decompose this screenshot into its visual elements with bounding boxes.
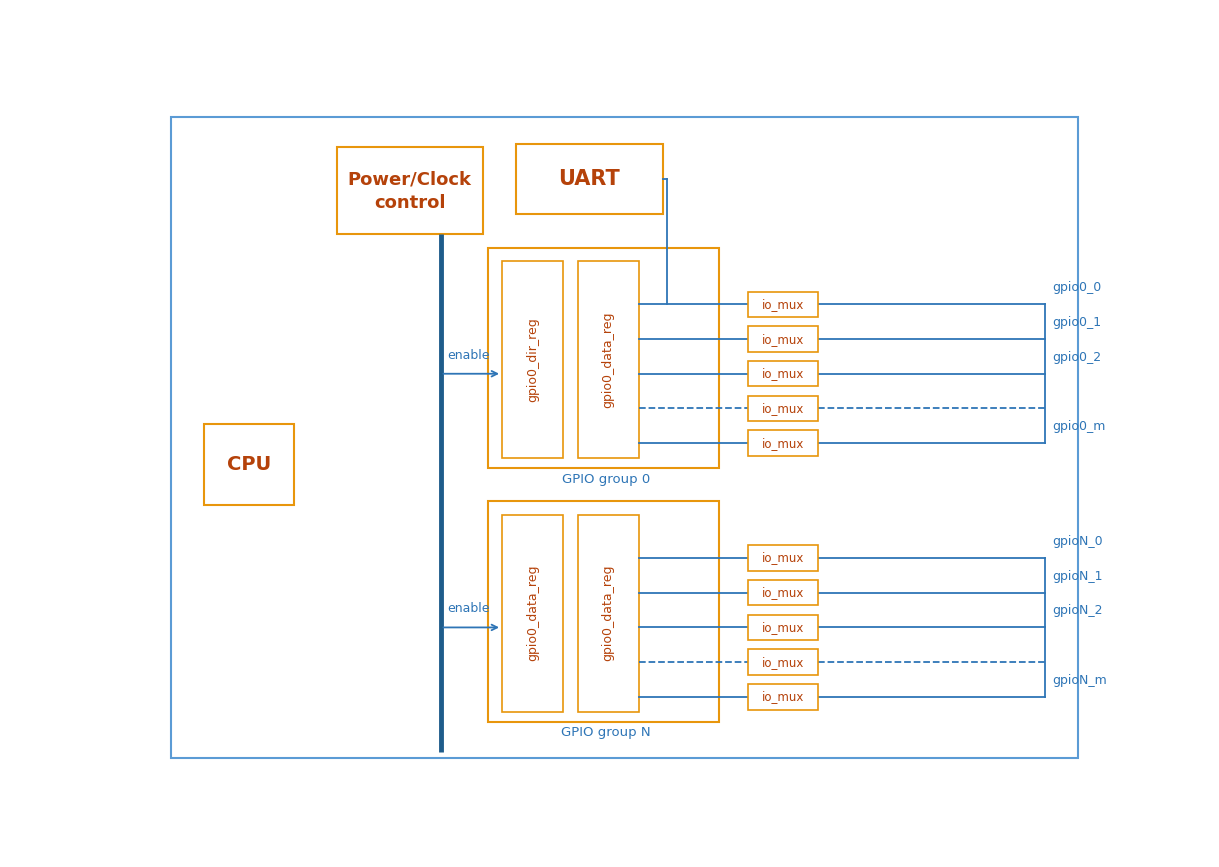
Text: gpio0_dir_reg: gpio0_dir_reg: [527, 317, 539, 401]
Text: io_mux: io_mux: [762, 437, 805, 450]
Text: gpio0_m: gpio0_m: [1053, 420, 1106, 433]
Bar: [747, 615, 818, 640]
Text: enable: enable: [447, 603, 489, 616]
Text: UART: UART: [558, 169, 620, 189]
Bar: [747, 684, 818, 709]
Bar: [516, 144, 663, 214]
Text: gpioN_m: gpioN_m: [1053, 674, 1107, 687]
Text: io_mux: io_mux: [762, 551, 805, 564]
Text: gpioN_2: gpioN_2: [1053, 604, 1103, 617]
Text: gpio0_data_reg: gpio0_data_reg: [602, 564, 614, 662]
Text: io_mux: io_mux: [762, 333, 805, 346]
Text: io_mux: io_mux: [762, 690, 805, 703]
Bar: [502, 515, 563, 712]
Text: io_mux: io_mux: [762, 621, 805, 634]
Bar: [747, 326, 818, 352]
Text: io_mux: io_mux: [762, 298, 805, 310]
Bar: [747, 545, 818, 570]
Bar: [747, 431, 818, 456]
Bar: [747, 291, 818, 317]
Text: gpioN_1: gpioN_1: [1053, 570, 1103, 583]
Text: gpio0_2: gpio0_2: [1053, 350, 1102, 363]
Text: Power/Clock
control: Power/Clock control: [347, 170, 472, 212]
Text: io_mux: io_mux: [762, 402, 805, 415]
Bar: [205, 425, 294, 505]
Text: io_mux: io_mux: [762, 655, 805, 668]
Bar: [502, 261, 563, 458]
Bar: [747, 649, 818, 675]
Text: enable: enable: [447, 349, 489, 362]
Bar: [578, 515, 639, 712]
Text: gpio0_data_reg: gpio0_data_reg: [527, 564, 539, 662]
Bar: [488, 248, 719, 468]
Text: GPIO group 0: GPIO group 0: [562, 473, 650, 486]
Bar: [747, 580, 818, 605]
Bar: [578, 261, 639, 458]
Text: gpioN_0: gpioN_0: [1053, 535, 1103, 548]
Text: io_mux: io_mux: [762, 368, 805, 381]
Bar: [747, 395, 818, 421]
Text: CPU: CPU: [227, 455, 272, 474]
Text: GPIO group N: GPIO group N: [561, 727, 651, 740]
Text: gpio0_data_reg: gpio0_data_reg: [602, 311, 614, 407]
Text: gpio0_0: gpio0_0: [1053, 281, 1102, 294]
Bar: [336, 147, 483, 234]
Text: gpio0_1: gpio0_1: [1053, 316, 1102, 329]
Bar: [488, 501, 719, 721]
Text: io_mux: io_mux: [762, 586, 805, 599]
Bar: [747, 361, 818, 387]
